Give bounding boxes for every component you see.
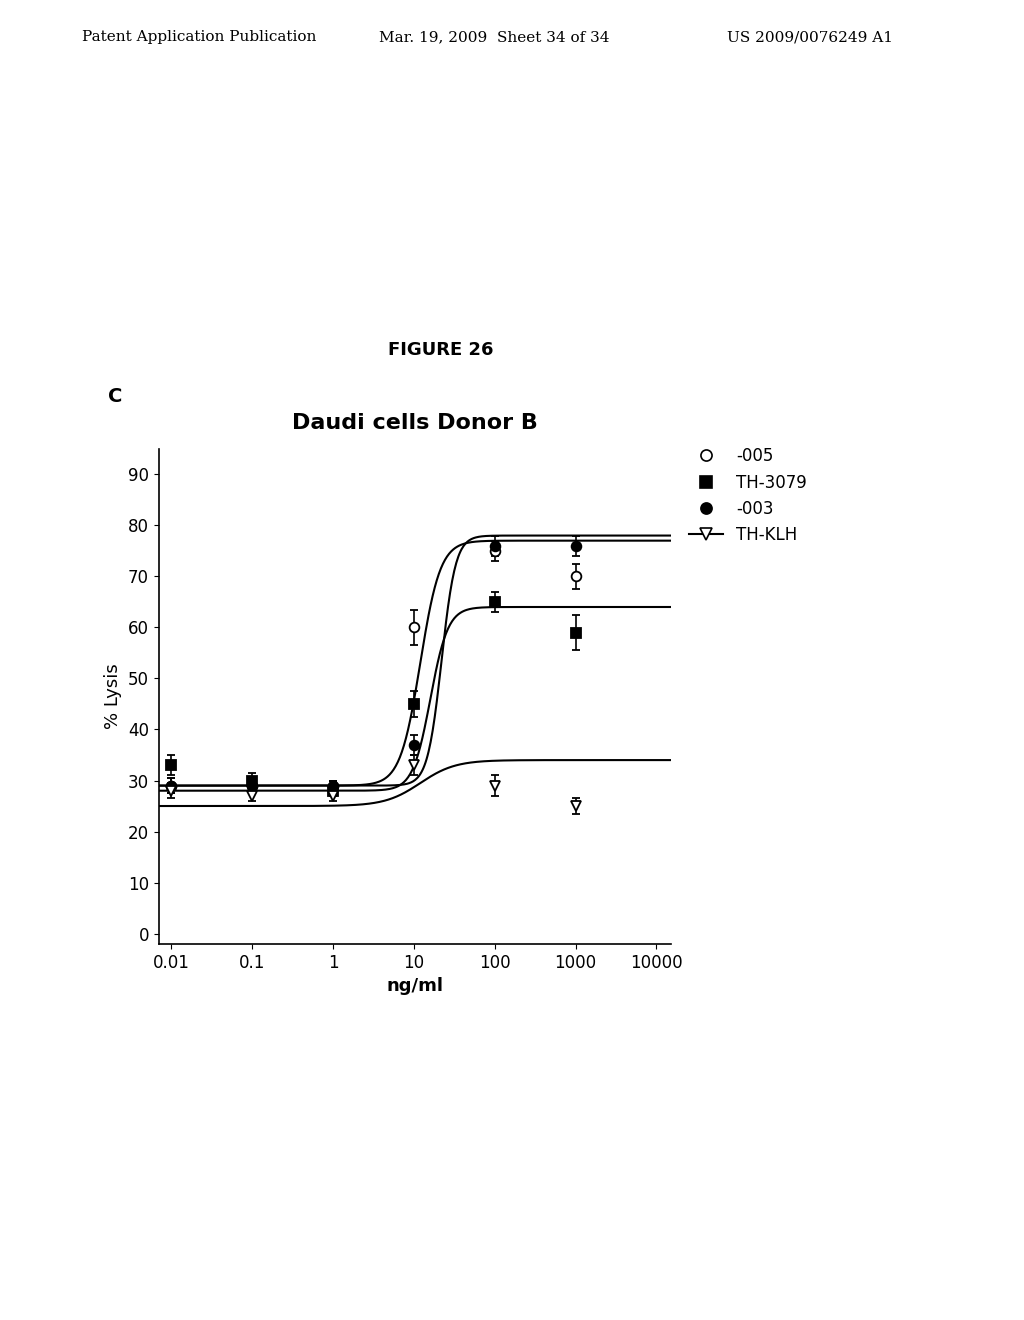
- Legend: -005, TH-3079, -003, TH-KLH: -005, TH-3079, -003, TH-KLH: [689, 447, 807, 544]
- Y-axis label: % Lysis: % Lysis: [104, 664, 122, 729]
- Text: FIGURE 26: FIGURE 26: [387, 341, 494, 359]
- X-axis label: ng/ml: ng/ml: [386, 977, 443, 995]
- Text: Mar. 19, 2009  Sheet 34 of 34: Mar. 19, 2009 Sheet 34 of 34: [379, 30, 609, 45]
- Text: C: C: [108, 387, 122, 405]
- Title: Daudi cells Donor B: Daudi cells Donor B: [292, 413, 538, 433]
- Text: US 2009/0076249 A1: US 2009/0076249 A1: [727, 30, 893, 45]
- Text: Patent Application Publication: Patent Application Publication: [82, 30, 316, 45]
